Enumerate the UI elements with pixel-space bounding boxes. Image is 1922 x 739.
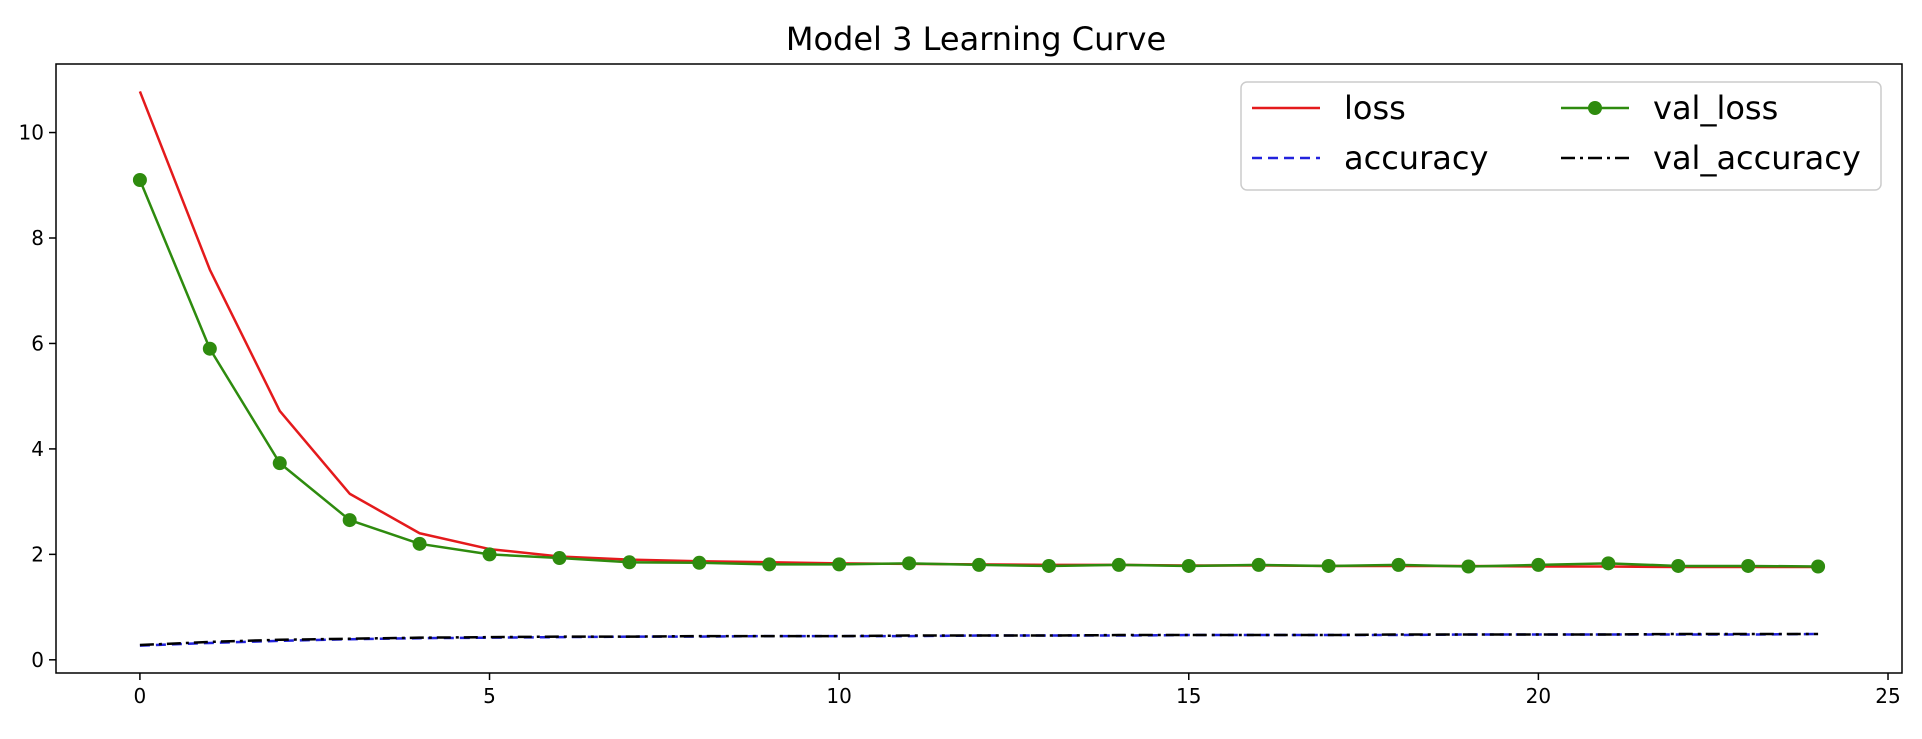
legend-item-accuracy: accuracy xyxy=(1252,139,1488,177)
y-tick-label-4: 4 xyxy=(31,437,44,461)
point-val-loss-13 xyxy=(1041,558,1056,573)
x-tick-label-5: 5 xyxy=(483,684,496,708)
point-val-loss-7 xyxy=(622,555,637,570)
series-line-val-loss xyxy=(138,179,1819,568)
point-val-loss-0 xyxy=(132,173,147,187)
point-val-loss-14 xyxy=(1111,557,1126,572)
point-val-loss-19 xyxy=(1461,559,1476,574)
point-val-loss-15 xyxy=(1181,558,1196,573)
legend-marker-val-loss xyxy=(1588,101,1602,115)
series-val-loss xyxy=(132,173,1826,574)
legend: loss accuracy val_loss val_accuracy xyxy=(1240,81,1882,191)
legend-item-val-loss: val_loss xyxy=(1561,89,1778,127)
point-val-loss-1 xyxy=(202,341,217,356)
point-val-loss-17 xyxy=(1321,558,1336,573)
legend-label-val-accuracy: val_accuracy xyxy=(1653,139,1861,177)
x-tick-label-25: 25 xyxy=(1875,684,1900,708)
point-val-loss-10 xyxy=(832,557,847,572)
legend-label-loss: loss xyxy=(1344,89,1406,127)
series-line-val-accuracy xyxy=(139,632,1819,647)
point-val-loss-9 xyxy=(762,557,777,572)
y-tick-label-10: 10 xyxy=(19,121,44,145)
point-val-loss-18 xyxy=(1391,557,1406,572)
point-val-loss-5 xyxy=(482,547,497,562)
chart-title: Model 3 Learning Curve xyxy=(786,20,1166,58)
point-val-loss-23 xyxy=(1741,558,1756,573)
y-tick-label-8: 8 xyxy=(31,226,44,250)
point-val-loss-24 xyxy=(1811,559,1826,574)
legend-label-val-loss: val_loss xyxy=(1653,89,1778,127)
x-tick-label-0: 0 xyxy=(134,684,147,708)
y-tick-label-6: 6 xyxy=(31,331,44,355)
point-val-loss-6 xyxy=(552,551,567,566)
legend-label-accuracy: accuracy xyxy=(1344,139,1488,177)
x-tick-label-20: 20 xyxy=(1526,684,1551,708)
y-tick-label-0: 0 xyxy=(31,648,44,672)
point-val-loss-21 xyxy=(1601,556,1616,571)
x-tick-label-15: 15 xyxy=(1176,684,1201,708)
point-val-loss-2 xyxy=(272,456,287,471)
legend-item-val-accuracy: val_accuracy xyxy=(1561,139,1861,177)
point-val-loss-4 xyxy=(412,536,427,551)
y-axis: 0 2 4 6 8 10 xyxy=(19,121,56,672)
y-tick-label-2: 2 xyxy=(31,542,44,566)
x-axis: 0 5 10 15 20 25 xyxy=(134,673,1901,708)
legend-box xyxy=(1240,81,1882,191)
point-val-loss-12 xyxy=(972,557,986,572)
series-layer xyxy=(132,90,1826,647)
point-val-loss-16 xyxy=(1251,557,1266,572)
point-val-loss-3 xyxy=(342,513,357,528)
legend-item-loss: loss xyxy=(1252,89,1406,127)
point-val-loss-20 xyxy=(1531,557,1546,572)
x-tick-label-10: 10 xyxy=(826,684,851,708)
series-val-accuracy xyxy=(139,632,1819,647)
point-val-loss-8 xyxy=(692,555,707,570)
point-val-loss-11 xyxy=(902,556,917,571)
plot-frame xyxy=(55,63,1903,674)
point-val-loss-22 xyxy=(1671,558,1686,573)
